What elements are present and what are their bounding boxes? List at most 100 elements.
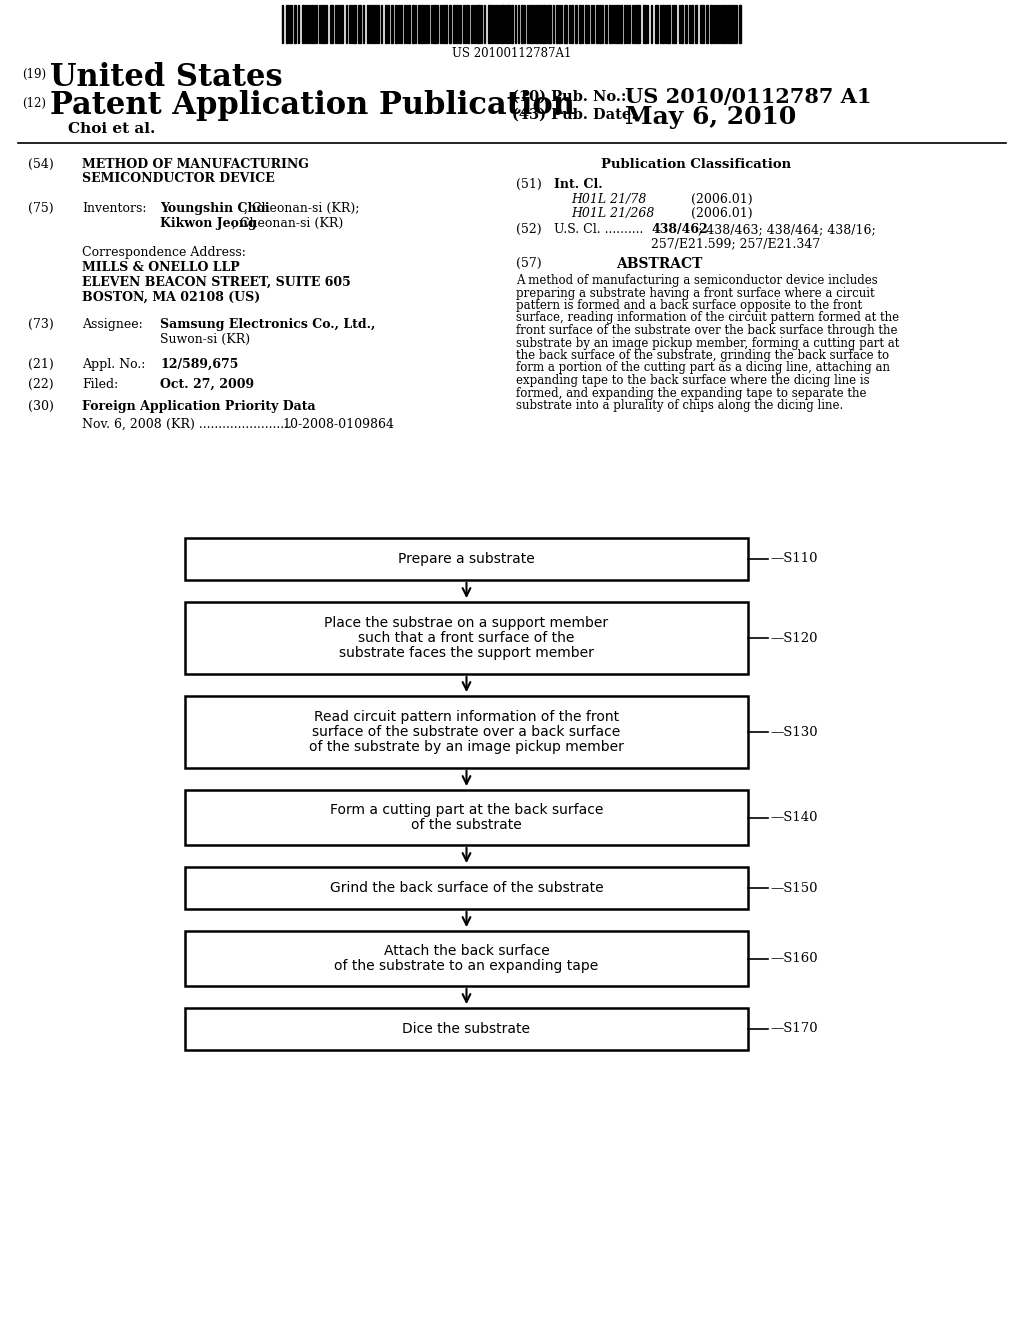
Bar <box>185 602 748 675</box>
Text: , Cheonan-si (KR);: , Cheonan-si (KR); <box>244 202 359 215</box>
Bar <box>507 5 510 44</box>
Bar <box>728 5 730 44</box>
Bar <box>385 5 387 44</box>
Text: surface, reading information of the circuit pattern formed at the: surface, reading information of the circ… <box>516 312 899 325</box>
Text: (43) Pub. Date:: (43) Pub. Date: <box>512 108 637 121</box>
Bar <box>302 5 304 44</box>
Bar <box>421 5 423 44</box>
Bar <box>511 5 513 44</box>
Text: Prepare a substrate: Prepare a substrate <box>398 552 535 566</box>
Text: the back surface of the substrate, grinding the back surface to: the back surface of the substrate, grind… <box>516 348 889 362</box>
Text: Appl. No.:: Appl. No.: <box>82 358 145 371</box>
Text: 257/E21.599; 257/E21.347: 257/E21.599; 257/E21.347 <box>651 238 820 249</box>
Text: SEMICONDUCTOR DEVICE: SEMICONDUCTOR DEVICE <box>82 172 274 185</box>
Text: Kikwon Jeong: Kikwon Jeong <box>160 216 257 230</box>
Bar <box>575 5 577 44</box>
Bar <box>681 5 683 44</box>
Bar <box>477 5 480 44</box>
Bar <box>739 5 741 44</box>
Text: (75): (75) <box>28 202 53 215</box>
Bar <box>620 5 622 44</box>
Text: Filed:: Filed: <box>82 378 118 391</box>
Text: surface of the substrate over a back surface: surface of the substrate over a back sur… <box>312 725 621 739</box>
Bar <box>691 5 693 44</box>
Bar <box>710 5 712 44</box>
Text: (51): (51) <box>516 178 542 191</box>
Text: Samsung Electronics Co., Ltd.,: Samsung Electronics Co., Ltd., <box>160 318 376 331</box>
Bar <box>674 5 676 44</box>
Text: Int. Cl.: Int. Cl. <box>554 178 603 191</box>
Bar <box>185 1008 748 1049</box>
Bar <box>459 5 461 44</box>
Text: of the substrate: of the substrate <box>411 818 522 832</box>
Text: Correspondence Address:: Correspondence Address: <box>82 246 246 259</box>
Text: H01L 21/78: H01L 21/78 <box>571 193 646 206</box>
Bar <box>185 867 748 909</box>
Bar <box>695 5 697 44</box>
Bar <box>655 5 658 44</box>
Text: Place the substrae on a support member: Place the substrae on a support member <box>325 616 608 630</box>
Bar <box>531 5 534 44</box>
Text: substrate by an image pickup member, forming a cutting part at: substrate by an image pickup member, for… <box>516 337 899 350</box>
Bar <box>408 5 410 44</box>
Text: ABSTRACT: ABSTRACT <box>616 257 702 271</box>
Text: 12/589,675: 12/589,675 <box>160 358 239 371</box>
Text: METHOD OF MANUFACTURING: METHOD OF MANUFACTURING <box>82 158 309 172</box>
Bar <box>662 5 664 44</box>
Text: (57): (57) <box>516 257 542 271</box>
Text: ELEVEN BEACON STREET, SUITE 605: ELEVEN BEACON STREET, SUITE 605 <box>82 276 351 289</box>
Text: Oct. 27, 2009: Oct. 27, 2009 <box>160 378 254 391</box>
Text: of the substrate to an expanding tape: of the substrate to an expanding tape <box>335 960 599 973</box>
Bar <box>501 5 504 44</box>
Bar <box>373 5 375 44</box>
Bar <box>185 539 748 579</box>
Text: Attach the back surface: Attach the back surface <box>384 944 549 958</box>
Bar <box>702 5 705 44</box>
Bar <box>330 5 333 44</box>
Bar <box>185 696 748 768</box>
Bar <box>599 5 601 44</box>
Text: of the substrate by an image pickup member: of the substrate by an image pickup memb… <box>309 741 624 754</box>
Text: front surface of the substrate over the back surface through the: front surface of the substrate over the … <box>516 323 897 337</box>
Bar <box>418 5 420 44</box>
Bar <box>624 5 626 44</box>
Bar <box>449 5 451 44</box>
Text: (2006.01): (2006.01) <box>691 207 753 220</box>
Bar <box>571 5 573 44</box>
Text: (21): (21) <box>28 358 53 371</box>
Text: —S110: —S110 <box>770 553 817 565</box>
Text: 438/462: 438/462 <box>651 223 708 236</box>
Text: U.S. Cl. ..........: U.S. Cl. .......... <box>554 223 643 236</box>
Text: US 20100112787A1: US 20100112787A1 <box>453 48 571 59</box>
Text: May 6, 2010: May 6, 2010 <box>625 106 797 129</box>
Bar <box>536 5 538 44</box>
Text: expanding tape to the back surface where the dicing line is: expanding tape to the back surface where… <box>516 374 869 387</box>
Text: (30): (30) <box>28 400 54 413</box>
Text: —S130: —S130 <box>770 726 817 738</box>
Text: substrate into a plurality of chips along the dicing line.: substrate into a plurality of chips alon… <box>516 399 843 412</box>
Bar <box>667 5 670 44</box>
Bar <box>585 5 587 44</box>
Text: form a portion of the cutting part as a dicing line, attaching an: form a portion of the cutting part as a … <box>516 362 890 375</box>
Text: pattern is formed and a back surface opposite to the front: pattern is formed and a back surface opp… <box>516 300 862 312</box>
Text: Suwon-si (KR): Suwon-si (KR) <box>160 333 250 346</box>
Bar <box>358 5 361 44</box>
Bar <box>395 5 397 44</box>
Text: Foreign Application Priority Data: Foreign Application Priority Data <box>82 400 315 413</box>
Bar <box>706 5 708 44</box>
Bar <box>453 5 455 44</box>
Text: Inventors:: Inventors: <box>82 202 146 215</box>
Text: preparing a substrate having a front surface where a circuit: preparing a substrate having a front sur… <box>516 286 874 300</box>
Bar <box>391 5 393 44</box>
Bar <box>731 5 733 44</box>
Text: US 2010/0112787 A1: US 2010/0112787 A1 <box>625 87 871 107</box>
Text: , Cheonan-si (KR): , Cheonan-si (KR) <box>232 216 343 230</box>
Bar <box>637 5 640 44</box>
Bar <box>294 5 296 44</box>
Bar <box>496 5 498 44</box>
Text: —S160: —S160 <box>770 952 817 965</box>
Bar <box>521 5 523 44</box>
Bar <box>596 5 598 44</box>
Bar <box>323 5 325 44</box>
Bar <box>723 5 725 44</box>
